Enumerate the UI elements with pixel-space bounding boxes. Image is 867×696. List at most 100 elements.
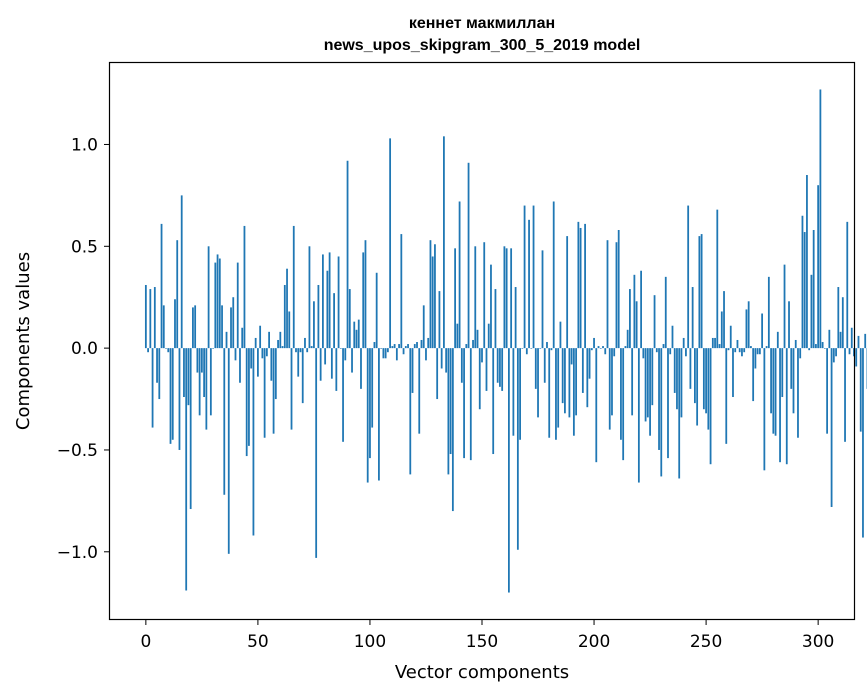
bar-210 <box>615 242 618 349</box>
bar-245 <box>694 348 696 404</box>
bar-274 <box>758 348 761 355</box>
x-tick-label: 150 <box>466 632 498 652</box>
bar-18 <box>185 348 188 591</box>
bar-165 <box>514 287 517 349</box>
bar-168 <box>521 348 524 349</box>
bar-163 <box>510 248 513 349</box>
bar-148 <box>476 329 479 349</box>
bar-58 <box>274 348 277 400</box>
bar-27 <box>205 348 208 430</box>
bar-241 <box>685 348 687 357</box>
bar-230 <box>660 348 663 477</box>
bar-198 <box>588 348 591 379</box>
bar-47 <box>250 348 253 369</box>
bar-199 <box>590 348 593 351</box>
bar-186 <box>561 348 564 404</box>
bar-160 <box>503 246 506 349</box>
bar-318 <box>857 335 860 349</box>
bar-143 <box>465 344 468 349</box>
bar-68 <box>297 348 300 377</box>
x-tick-label: 300 <box>802 632 834 652</box>
bar-156 <box>494 289 497 349</box>
bar-257 <box>720 311 723 349</box>
bar-83 <box>330 348 333 379</box>
bar-3 <box>151 348 154 428</box>
bar-204 <box>602 346 604 349</box>
bar-85 <box>335 348 338 391</box>
bar-96 <box>360 348 362 389</box>
bar-122 <box>418 348 421 434</box>
bar-247 <box>698 236 701 349</box>
bar-305 <box>828 329 831 349</box>
bar-23 <box>196 348 199 373</box>
bar-223 <box>644 348 647 422</box>
bar-125 <box>425 348 427 361</box>
bar-116 <box>404 346 407 349</box>
bar-281 <box>774 348 777 436</box>
bar-149 <box>478 348 481 410</box>
y-tick-label: 0.0 <box>71 339 98 359</box>
bar-11 <box>169 348 172 444</box>
bar-4 <box>153 287 156 349</box>
bar-167 <box>519 348 521 440</box>
bar-132 <box>440 348 443 369</box>
bar-161 <box>505 248 508 349</box>
bar-87 <box>339 348 342 349</box>
bar-243 <box>689 348 692 389</box>
bar-8 <box>162 305 165 349</box>
bar-137 <box>451 348 454 512</box>
bar-44 <box>243 225 246 349</box>
bar-62 <box>283 284 286 349</box>
y-axis-ticks: −1.0 −0.5 0.0 0.5 1.0 <box>57 135 110 563</box>
bar-65 <box>290 348 293 430</box>
bar-284 <box>781 348 784 398</box>
bar-295 <box>806 175 808 349</box>
bar-297 <box>810 274 813 349</box>
bar-206 <box>606 240 609 349</box>
bar-261 <box>729 325 732 349</box>
bar-98 <box>364 240 367 349</box>
bar-1 <box>147 348 149 353</box>
bar-179 <box>546 342 548 349</box>
bar-280 <box>772 348 775 434</box>
bar-113 <box>398 344 400 349</box>
bar-76 <box>315 348 318 558</box>
bar-250 <box>705 348 707 414</box>
bar-56 <box>270 348 273 381</box>
bar-173 <box>532 205 535 349</box>
bar-180 <box>548 348 551 438</box>
bar-158 <box>499 348 501 387</box>
bar-28 <box>207 246 210 349</box>
bar-178 <box>543 348 546 383</box>
bar-254 <box>714 337 716 349</box>
bar-237 <box>676 348 678 410</box>
bar-129 <box>434 244 436 349</box>
bar-31 <box>214 262 217 349</box>
bar-54 <box>265 348 268 357</box>
bar-216 <box>629 289 631 349</box>
bar-2 <box>149 289 152 349</box>
bar-32 <box>216 254 219 349</box>
bar-235 <box>671 325 674 349</box>
bar-63 <box>286 268 288 349</box>
bar-233 <box>667 348 669 459</box>
bar-277 <box>765 346 768 349</box>
bar-229 <box>658 348 660 450</box>
bar-191 <box>572 348 575 436</box>
x-tick-label: 50 <box>247 632 269 652</box>
bar-91 <box>348 289 351 349</box>
bar-193 <box>577 221 580 349</box>
bar-133 <box>443 136 445 349</box>
bar-275 <box>761 313 764 349</box>
bar-15 <box>178 348 181 450</box>
bar-283 <box>779 348 781 463</box>
bar-115 <box>402 348 405 355</box>
bar-291 <box>797 348 799 438</box>
bar-296 <box>808 348 811 351</box>
bar-260 <box>727 348 730 351</box>
bar-289 <box>792 348 795 414</box>
bar-187 <box>564 348 566 414</box>
bar-215 <box>626 329 629 349</box>
bar-238 <box>678 348 681 479</box>
bar-312 <box>844 348 846 442</box>
